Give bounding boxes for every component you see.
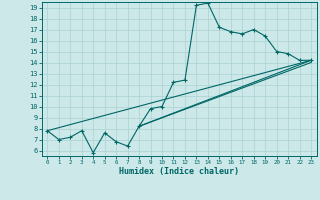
X-axis label: Humidex (Indice chaleur): Humidex (Indice chaleur)	[119, 167, 239, 176]
